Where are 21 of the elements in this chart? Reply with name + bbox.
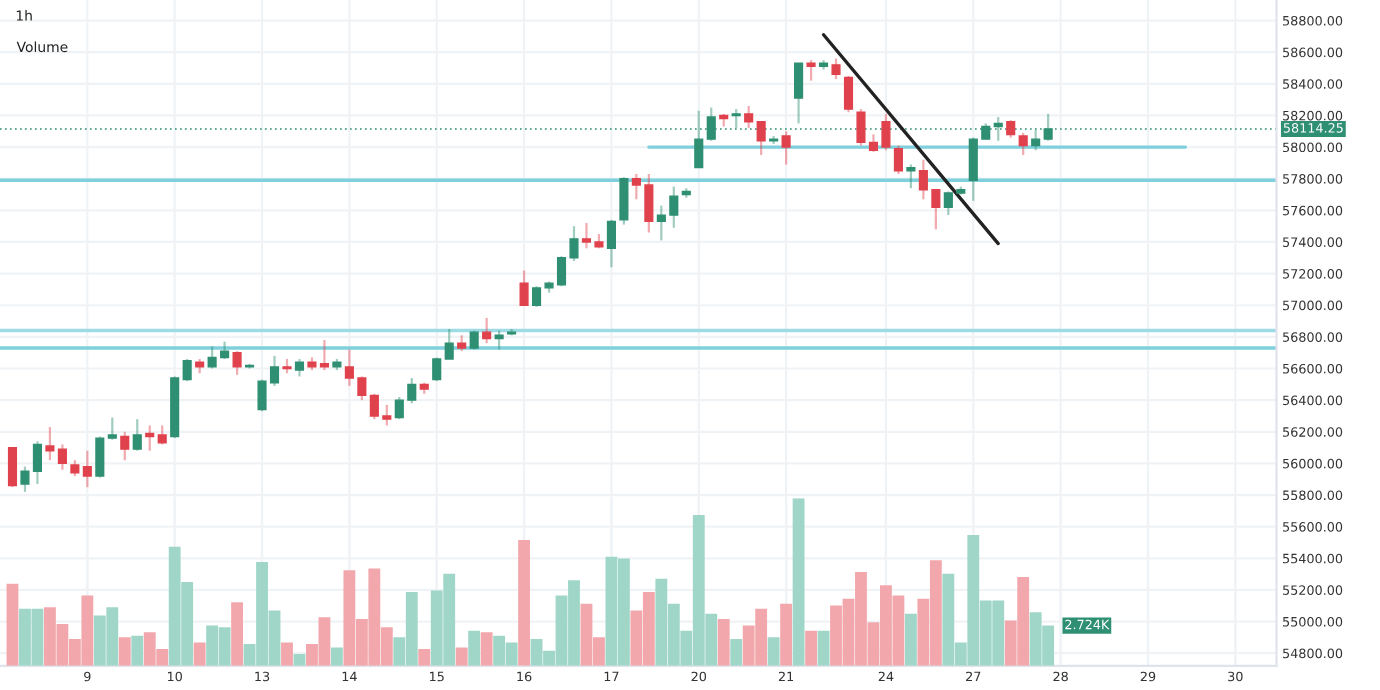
bar <box>480 632 493 666</box>
candlestick <box>7 446 18 489</box>
bar <box>780 603 793 666</box>
bar <box>281 642 293 666</box>
bar <box>468 630 481 666</box>
bar <box>904 613 917 666</box>
bar <box>518 540 530 666</box>
bar <box>118 637 131 666</box>
bar <box>418 649 431 666</box>
bar <box>792 498 805 666</box>
bar <box>717 618 730 666</box>
bar <box>131 635 144 666</box>
bar <box>817 630 830 666</box>
bar <box>193 642 206 666</box>
bar <box>455 647 468 666</box>
bar <box>730 639 743 666</box>
bar <box>805 630 817 666</box>
bar <box>767 637 780 666</box>
bar <box>6 583 19 666</box>
bar <box>330 647 343 666</box>
bar <box>231 602 244 666</box>
